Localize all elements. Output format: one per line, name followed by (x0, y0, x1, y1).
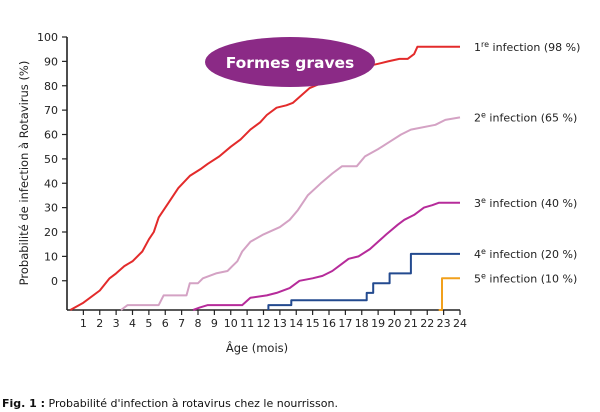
series-line-2 (120, 116, 461, 311)
severe-forms-annotation: Formes graves (205, 37, 375, 87)
y-axis-title: Probabilité de infection à Rotavirus (%) (17, 61, 31, 286)
y-tick-label: 70 (44, 104, 58, 117)
series-label-4: 4e infection (20 %) (474, 247, 577, 261)
x-tick-label: 2 (96, 317, 103, 330)
x-tick-label: 15 (306, 317, 320, 330)
y-tick-label: 60 (44, 129, 58, 142)
series-line-3 (192, 201, 460, 311)
series-label-5: 5e infection (10 %) (474, 271, 577, 285)
caption-prefix: Fig. 1 : (2, 397, 46, 410)
x-tick-label: 21 (404, 317, 418, 330)
y-tick-label: 100 (37, 31, 58, 44)
x-tick-label: 3 (113, 317, 120, 330)
series-label-3: 3e infection (40 %) (474, 196, 577, 210)
severe-forms-text: Formes graves (226, 54, 355, 72)
x-tick-label: 6 (162, 317, 169, 330)
x-tick-label: 19 (371, 317, 385, 330)
x-tick-label: 8 (195, 317, 202, 330)
x-tick-label: 18 (355, 317, 369, 330)
series-label-2: 2e infection (65 %) (474, 110, 577, 124)
x-tick-label: 16 (322, 317, 336, 330)
y-tick-label: 0 (51, 275, 58, 288)
x-tick-label: 17 (338, 317, 352, 330)
y-tick-label: 10 (44, 250, 58, 263)
x-tick-label: 20 (388, 317, 402, 330)
x-tick-label: 22 (420, 317, 434, 330)
x-tick-label: 11 (240, 317, 254, 330)
x-tick-label: 14 (289, 317, 303, 330)
x-tick-label: 7 (178, 317, 185, 330)
series-line-5 (438, 277, 460, 311)
caption-text: Probabilité d'infection à rotavirus chez… (45, 397, 338, 410)
x-tick-label: 9 (211, 317, 218, 330)
x-tick-label: 24 (453, 317, 467, 330)
x-axis-title: Âge (mois) (226, 340, 288, 355)
x-tick-label: 5 (145, 317, 152, 330)
figure-caption: Fig. 1 : Probabilité d'infection à rotav… (2, 397, 338, 410)
y-tick-label: 80 (44, 80, 58, 93)
y-tick-label: 20 (44, 226, 58, 239)
x-tick-label: 23 (437, 317, 451, 330)
x-tick-label: 13 (273, 317, 287, 330)
x-tick-label: 12 (257, 317, 271, 330)
y-tick-label: 90 (44, 55, 58, 68)
series-label-1: 1re infection (98 %) (474, 40, 580, 54)
y-tick-label: 30 (44, 202, 58, 215)
x-tick-label: 10 (224, 317, 238, 330)
severe-forms-oval (205, 37, 375, 87)
y-tick-label: 40 (44, 177, 58, 190)
x-tick-label: 1 (80, 317, 87, 330)
series-layer (69, 45, 461, 311)
y-tick-label: 50 (44, 153, 58, 166)
series-line-1 (69, 45, 460, 311)
series-labels: 1re infection (98 %) 2e infection (65 %) 3… (474, 40, 580, 286)
series-line-4 (267, 252, 460, 310)
x-tick-label: 4 (129, 317, 136, 330)
